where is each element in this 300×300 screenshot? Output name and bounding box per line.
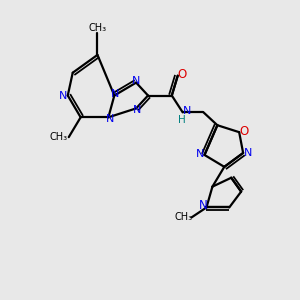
Text: N: N: [244, 148, 252, 158]
Text: CH₃: CH₃: [50, 132, 68, 142]
Text: O: O: [239, 125, 249, 138]
Text: H: H: [178, 115, 186, 125]
Text: CH₃: CH₃: [175, 212, 193, 222]
Text: N: N: [199, 199, 208, 212]
Text: N: N: [106, 114, 115, 124]
Text: CH₃: CH₃: [88, 23, 106, 33]
Text: N: N: [111, 88, 119, 98]
Text: N: N: [182, 106, 191, 116]
Text: N: N: [58, 91, 67, 100]
Text: O: O: [177, 68, 186, 81]
Text: N: N: [196, 149, 205, 159]
Text: N: N: [132, 76, 140, 85]
Text: N: N: [133, 105, 141, 116]
